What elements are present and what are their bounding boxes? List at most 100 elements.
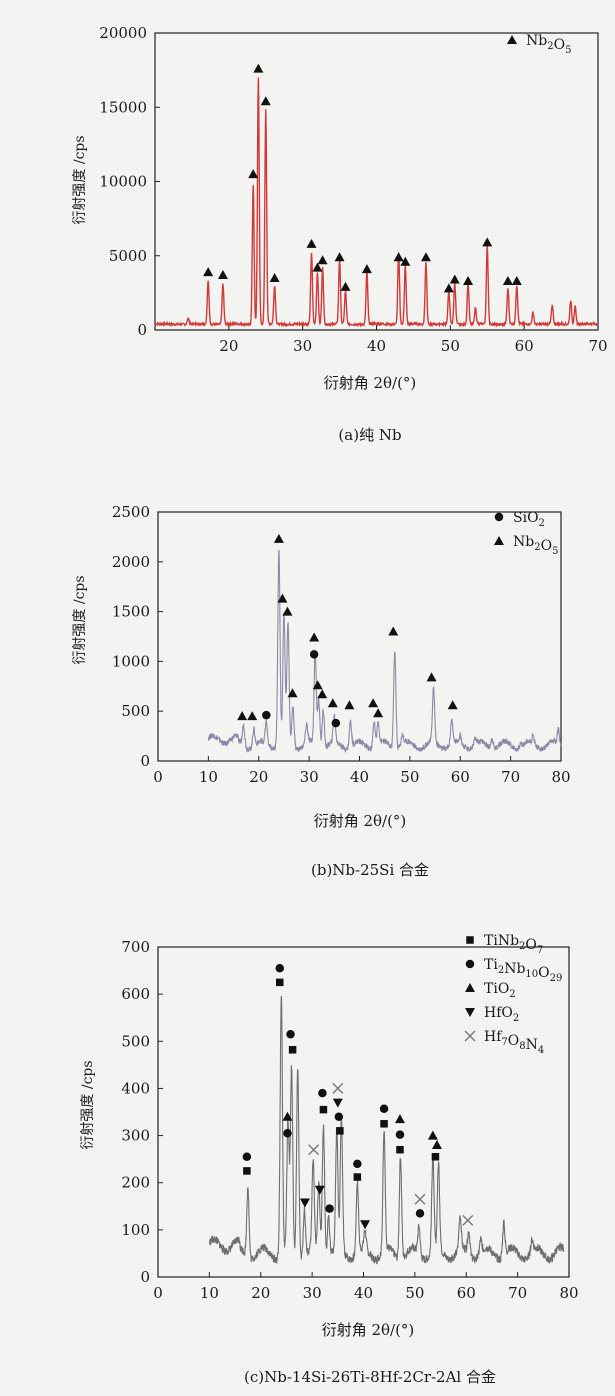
legend-entry-label: Nb2O5 [526,33,571,56]
phase-marker-triangle-up [388,626,399,636]
y-tick-label: 1000 [112,652,150,670]
legend-marker-triangle-down [465,1008,475,1017]
phase-marker-triangle-up [273,533,284,543]
plot-area-a [154,32,599,331]
phase-marker-triangle-up [431,1140,442,1149]
phase-marker-triangle-up [287,688,298,698]
phase-marker-cross [308,1144,320,1156]
y-tick-label: 20000 [99,24,147,42]
phase-marker-triangle-up [449,274,460,284]
x-tick-labels-c: 0 10 20 30 40 50 60 70 80 [153,1284,578,1302]
phase-marker-square [336,1127,344,1135]
legend-marker-triangle-up [507,35,517,44]
phase-marker-circle [318,1088,327,1098]
phase-marker-triangle-up [426,672,437,682]
legend-marker-cross [464,1030,476,1042]
phase-marker-triangle-up [427,1130,438,1140]
x-tick-label: 40 [350,768,369,786]
y-tick-labels-b: 0 500 1000 1500 2000 2500 [112,503,150,770]
phase-marker-triangle-up [282,606,293,616]
diffraction-pattern-line [207,549,562,754]
chart-c: 0 10 20 30 40 50 60 70 80 0 100 200 300 400 500 600 700… [80,933,579,1386]
y-tick-label: 100 [121,1221,150,1239]
y-tick-label: 500 [121,702,150,720]
phase-marker-triangle-up [511,275,522,285]
plot-area-c [157,946,570,1278]
legend-entry-label: Nb2O5 [513,534,558,557]
y-tick-label: 2500 [112,503,150,521]
phase-marker-triangle-up [312,680,323,690]
x-tick-label: 0 [153,1284,163,1302]
x-tick-label: 40 [354,1284,373,1302]
x-tick-label: 80 [551,768,570,786]
y-tick-label: 2000 [112,553,150,571]
y-axis-label-a: 衍射强度 /cps [72,135,88,224]
phase-marker-triangle-up [309,632,320,642]
phase-marker-square [319,1105,328,1114]
y-tick-label: 700 [121,938,150,956]
phase-marker-square [353,1173,362,1181]
legend-entry-label: SiO2 [513,510,545,529]
x-axis-label-a: 衍射角 2θ/(°) [324,374,417,392]
phase-marker-triangle-up [482,237,493,247]
phase-marker-square [380,1120,388,1128]
phase-marker-triangle-up [327,698,338,708]
y-tick-label: 300 [121,1127,150,1145]
phase-marker-triangle-down [360,1220,371,1230]
phase-marker-circle [334,1112,344,1121]
chart-a: 20 30 40 50 60 70 0 5000 10000 15000 20000 衍射角 2θ… [72,24,608,444]
x-tick-label: 10 [200,1284,219,1302]
y-tick-label: 10000 [99,173,147,191]
y-tick-label: 600 [121,985,150,1003]
phase-marker-circle [242,1152,252,1162]
phase-marker-circle [309,650,319,659]
phase-marker-circle [325,1204,334,1213]
y-tick-label: 0 [137,321,147,339]
legend-a: Nb2O5 [507,33,571,56]
phase-marker-circle [395,1130,405,1139]
phase-marker-square [288,1046,297,1054]
chart-b: 0 10 20 30 40 50 60 70 80 0 500 1000 1500 2000 2500 衍… [72,503,571,879]
x-tick-label: 30 [300,768,319,786]
phase-marker-square [396,1145,404,1154]
phase-marker-triangle-up [368,698,379,708]
phase-marker-circle [275,963,285,973]
phase-marker-triangle-up [393,252,404,262]
y-axis-label-b: 衍射强度 /cps [72,575,88,664]
phase-marker-triangle-up [282,1111,293,1121]
y-tick-label: 500 [121,1032,150,1050]
x-tick-label: 20 [249,768,268,786]
phase-marker-triangle-up [463,275,474,285]
phase-marker-circle [283,1128,292,1138]
legend-entry-label: TiNb2O7 [484,933,543,956]
phase-marker-triangle-up [260,96,271,106]
phase-marker-circle [353,1159,362,1169]
phase-marker-triangle-up [400,256,411,266]
phase-marker-circle [262,710,271,720]
x-tick-label: 20 [219,337,238,355]
legend-marker-square [466,936,474,944]
phase-marker-circle [379,1104,389,1113]
phase-marker-triangle-up [394,1114,405,1124]
phase-marker-triangle-up [361,264,372,274]
x-tick-label: 30 [303,1284,322,1302]
x-tick-label: 10 [199,768,218,786]
x-tick-label: 40 [367,337,386,355]
legend-entry-label: TiO2 [484,981,516,1000]
phase-marker-triangle-up [237,711,248,721]
axes-frame [157,511,562,762]
phase-marker-triangle-up [317,255,328,265]
phase-marker-triangle-down [314,1185,325,1195]
y-tick-label: 400 [121,1079,150,1097]
phase-marker-triangle-up [253,63,264,73]
phase-marker-triangle-up [334,252,345,262]
x-tick-label: 60 [515,337,534,355]
x-tick-label: 20 [251,1284,270,1302]
phase-marker-triangle-up [203,267,214,277]
x-tick-label: 50 [400,768,419,786]
phase-marker-triangle-up [447,700,458,710]
phase-marker-triangle-up [420,252,431,262]
x-tick-label: 0 [153,768,163,786]
